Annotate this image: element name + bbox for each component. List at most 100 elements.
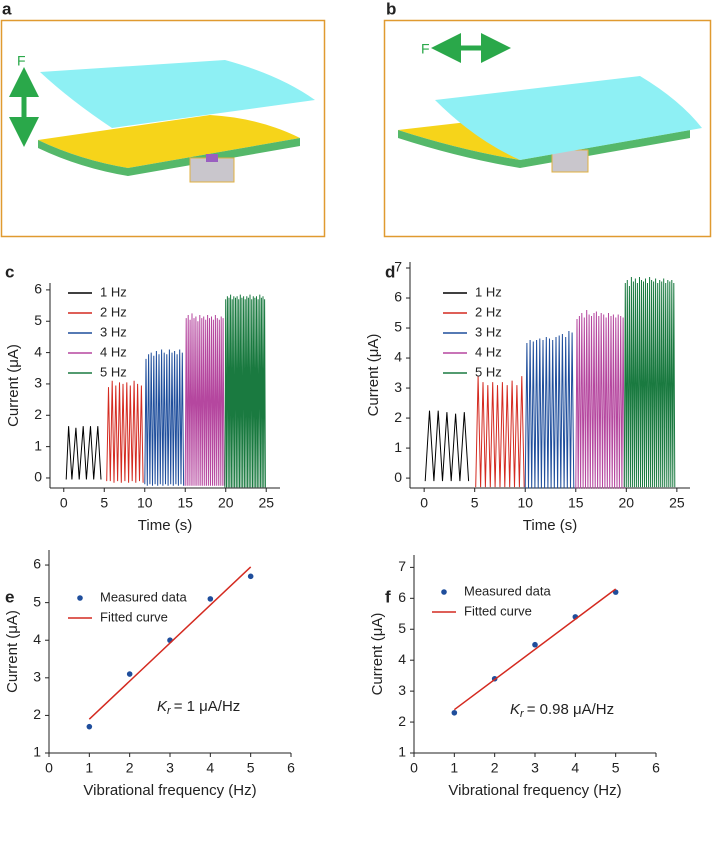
y-tick-label: 2 bbox=[398, 713, 406, 729]
force-label: F bbox=[17, 53, 26, 69]
data-line bbox=[475, 376, 525, 488]
data-point bbox=[126, 671, 133, 677]
legend-label: Fitted curve bbox=[100, 609, 168, 624]
x-tick-label: 4 bbox=[571, 760, 579, 776]
x-tick-label: 0 bbox=[45, 760, 53, 776]
x-tick-label: 3 bbox=[531, 760, 539, 776]
x-tick-label: 10 bbox=[137, 495, 153, 511]
data-point bbox=[247, 573, 254, 580]
x-tick-label: 2 bbox=[491, 760, 499, 776]
x-tick-label: 5 bbox=[471, 495, 479, 511]
y-tick-label: 0 bbox=[394, 469, 402, 485]
x-tick-label: 3 bbox=[166, 760, 174, 776]
data-point bbox=[532, 641, 538, 648]
data-point bbox=[86, 723, 93, 730]
legend-label: 1 Hz bbox=[100, 284, 127, 299]
x-tick-label: 25 bbox=[669, 495, 685, 511]
x-tick-label: 5 bbox=[247, 760, 255, 776]
data-line bbox=[524, 330, 575, 489]
y-tick-label: 6 bbox=[33, 556, 41, 572]
x-tick-label: 20 bbox=[619, 495, 635, 511]
y-tick-label: 7 bbox=[394, 259, 402, 275]
y-tick-label: 5 bbox=[398, 620, 406, 636]
y-tick-label: 7 bbox=[398, 558, 406, 574]
legend-label: 5 Hz bbox=[100, 364, 127, 379]
x-axis-title: Time (s) bbox=[523, 517, 577, 534]
annotation: Kr = 0.98 μA/Hz bbox=[510, 701, 614, 720]
y-tick-label: 1 bbox=[394, 439, 402, 455]
y-tick-label: 6 bbox=[398, 589, 406, 605]
panel-label: f bbox=[385, 587, 391, 606]
panel-label: b bbox=[386, 0, 396, 18]
data-line bbox=[184, 313, 225, 486]
panel-label: c bbox=[5, 262, 14, 281]
annotation-subscript: r bbox=[167, 705, 172, 717]
y-axis-title: Current (μA) bbox=[5, 344, 22, 427]
y-tick-label: 2 bbox=[33, 706, 41, 722]
illustration bbox=[398, 33, 702, 173]
x-tick-label: 5 bbox=[612, 760, 620, 776]
y-axis-title: Current (μA) bbox=[369, 613, 386, 696]
panel-label: d bbox=[385, 262, 395, 281]
x-tick-label: 6 bbox=[652, 760, 660, 776]
data-line bbox=[424, 410, 470, 482]
x-tick-label: 0 bbox=[410, 760, 418, 776]
y-tick-label: 5 bbox=[33, 593, 41, 609]
x-tick-label: 4 bbox=[206, 760, 214, 776]
data-line bbox=[575, 309, 625, 489]
data-line bbox=[224, 294, 266, 488]
x-axis-title: Vibrational frequency (Hz) bbox=[83, 782, 256, 799]
y-tick-label: 4 bbox=[33, 631, 41, 647]
data-line bbox=[106, 380, 144, 483]
force-label: F bbox=[421, 41, 430, 57]
y-tick-label: 6 bbox=[34, 281, 42, 297]
data-line bbox=[144, 349, 185, 486]
data-line bbox=[453, 588, 617, 711]
legend-label: 2 Hz bbox=[100, 304, 127, 319]
x-tick-label: 15 bbox=[177, 495, 193, 511]
y-tick-label: 3 bbox=[33, 669, 41, 685]
x-axis-title: Vibrational frequency (Hz) bbox=[448, 782, 621, 799]
x-tick-label: 0 bbox=[60, 495, 68, 511]
legend-label: 5 Hz bbox=[475, 364, 502, 379]
legend-label: 3 Hz bbox=[100, 324, 127, 339]
legend-label: Fitted curve bbox=[464, 603, 532, 618]
legend-label: Measured data bbox=[100, 589, 187, 604]
legend-label: 3 Hz bbox=[475, 324, 502, 339]
legend-marker bbox=[77, 595, 83, 601]
y-tick-label: 1 bbox=[398, 744, 406, 760]
y-tick-label: 1 bbox=[33, 744, 41, 760]
y-tick-label: 5 bbox=[394, 319, 402, 335]
x-tick-label: 5 bbox=[100, 495, 108, 511]
y-axis-title: Current (μA) bbox=[4, 610, 21, 693]
legend-label: 4 Hz bbox=[100, 344, 127, 359]
y-tick-label: 3 bbox=[398, 682, 406, 698]
legend-label: 2 Hz bbox=[475, 304, 502, 319]
x-tick-label: 0 bbox=[420, 495, 428, 511]
legend-label: 1 Hz bbox=[475, 284, 502, 299]
x-tick-label: 2 bbox=[126, 760, 134, 776]
data-point bbox=[451, 709, 458, 716]
panel-label: a bbox=[2, 0, 12, 18]
data-line bbox=[623, 276, 676, 488]
y-tick-label: 2 bbox=[394, 409, 402, 425]
x-tick-label: 6 bbox=[287, 760, 295, 776]
x-tick-label: 10 bbox=[517, 495, 533, 511]
y-tick-label: 1 bbox=[34, 437, 42, 453]
annotation-symbol: K bbox=[510, 701, 521, 718]
y-tick-label: 3 bbox=[394, 379, 402, 395]
legend-label: 4 Hz bbox=[475, 344, 502, 359]
y-axis-title: Current (μA) bbox=[365, 334, 382, 417]
y-tick-label: 5 bbox=[34, 312, 42, 328]
annotation-symbol: K bbox=[157, 698, 168, 715]
annotation: Kr = 1 μA/Hz bbox=[157, 698, 240, 717]
x-tick-label: 20 bbox=[218, 495, 234, 511]
y-tick-label: 4 bbox=[394, 349, 402, 365]
x-tick-label: 25 bbox=[258, 495, 274, 511]
y-tick-label: 4 bbox=[398, 651, 406, 667]
annotation-text: = 0.98 μA/Hz bbox=[527, 701, 614, 718]
panel-label: e bbox=[5, 587, 14, 606]
legend-label: Measured data bbox=[464, 583, 551, 598]
